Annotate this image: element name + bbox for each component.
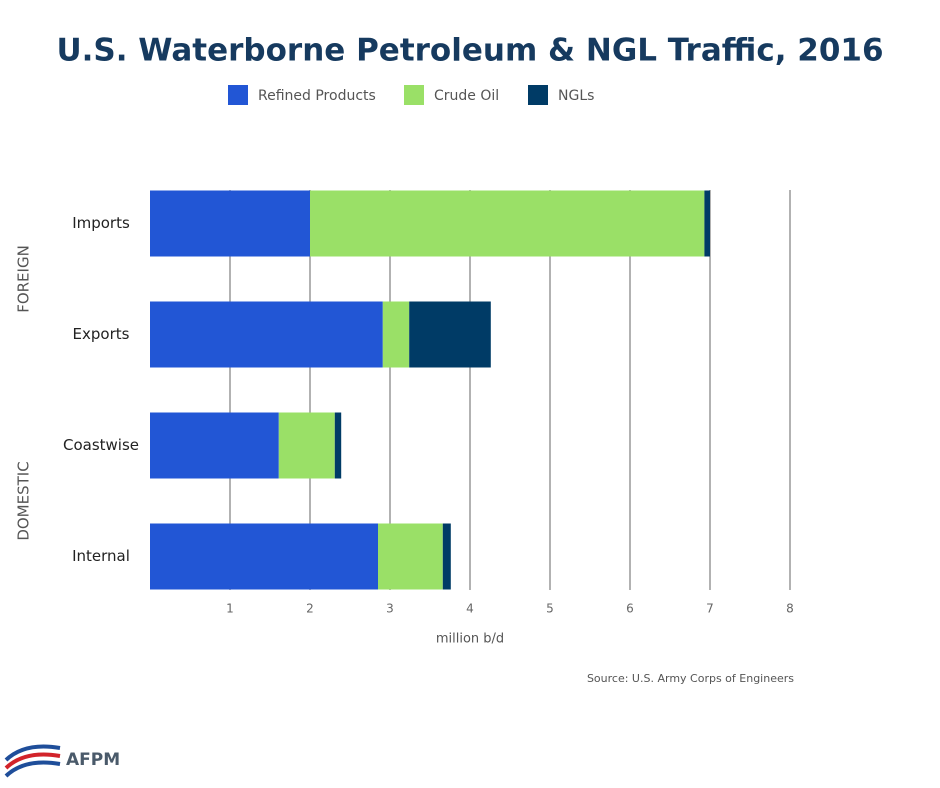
source: Source: U.S. Army Corps of Engineers <box>587 672 794 685</box>
bar-segment <box>310 190 705 257</box>
chart-title: U.S. Waterborne Petroleum & NGL Traffic,… <box>56 33 883 69</box>
y-tick-label: Imports <box>72 214 130 232</box>
bar-segment <box>382 301 410 368</box>
group-label: FOREIGN <box>15 245 33 313</box>
bar-segment <box>442 523 451 590</box>
x-tick-label: 2 <box>306 602 314 616</box>
y-tick-label: Coastwise <box>63 436 139 454</box>
bar-segment <box>150 301 383 368</box>
bar-segment <box>334 412 342 479</box>
y-tick-label: Exports <box>73 325 130 343</box>
bar-segment <box>378 523 443 590</box>
bar-segment <box>150 190 310 257</box>
legend-swatch <box>228 85 248 105</box>
x-tick-label: 1 <box>226 602 234 616</box>
bar-segment <box>704 190 710 257</box>
legend-label: NGLs <box>558 88 594 104</box>
x-tick-label: 6 <box>626 602 634 616</box>
x-tick-label: 3 <box>386 602 394 616</box>
bar-segment <box>150 523 378 590</box>
x-tick-label: 7 <box>706 602 714 616</box>
legend-swatch <box>528 85 548 105</box>
bar-segment <box>409 301 491 368</box>
bar-segment <box>278 412 335 479</box>
x-tick-label: 8 <box>786 602 794 616</box>
legend-swatch <box>404 85 424 105</box>
bar-segment <box>150 412 279 479</box>
x-tick-label: 5 <box>546 602 554 616</box>
group-label: DOMESTIC <box>15 461 33 540</box>
x-axis-label: million b/d <box>436 632 504 647</box>
logo-text: AFPM <box>66 750 120 770</box>
legend-label: Refined Products <box>258 88 376 104</box>
logo: AFPM <box>4 744 120 778</box>
legend-label: Crude Oil <box>434 88 499 104</box>
x-tick-label: 4 <box>466 602 474 616</box>
y-tick-label: Internal <box>72 547 130 565</box>
